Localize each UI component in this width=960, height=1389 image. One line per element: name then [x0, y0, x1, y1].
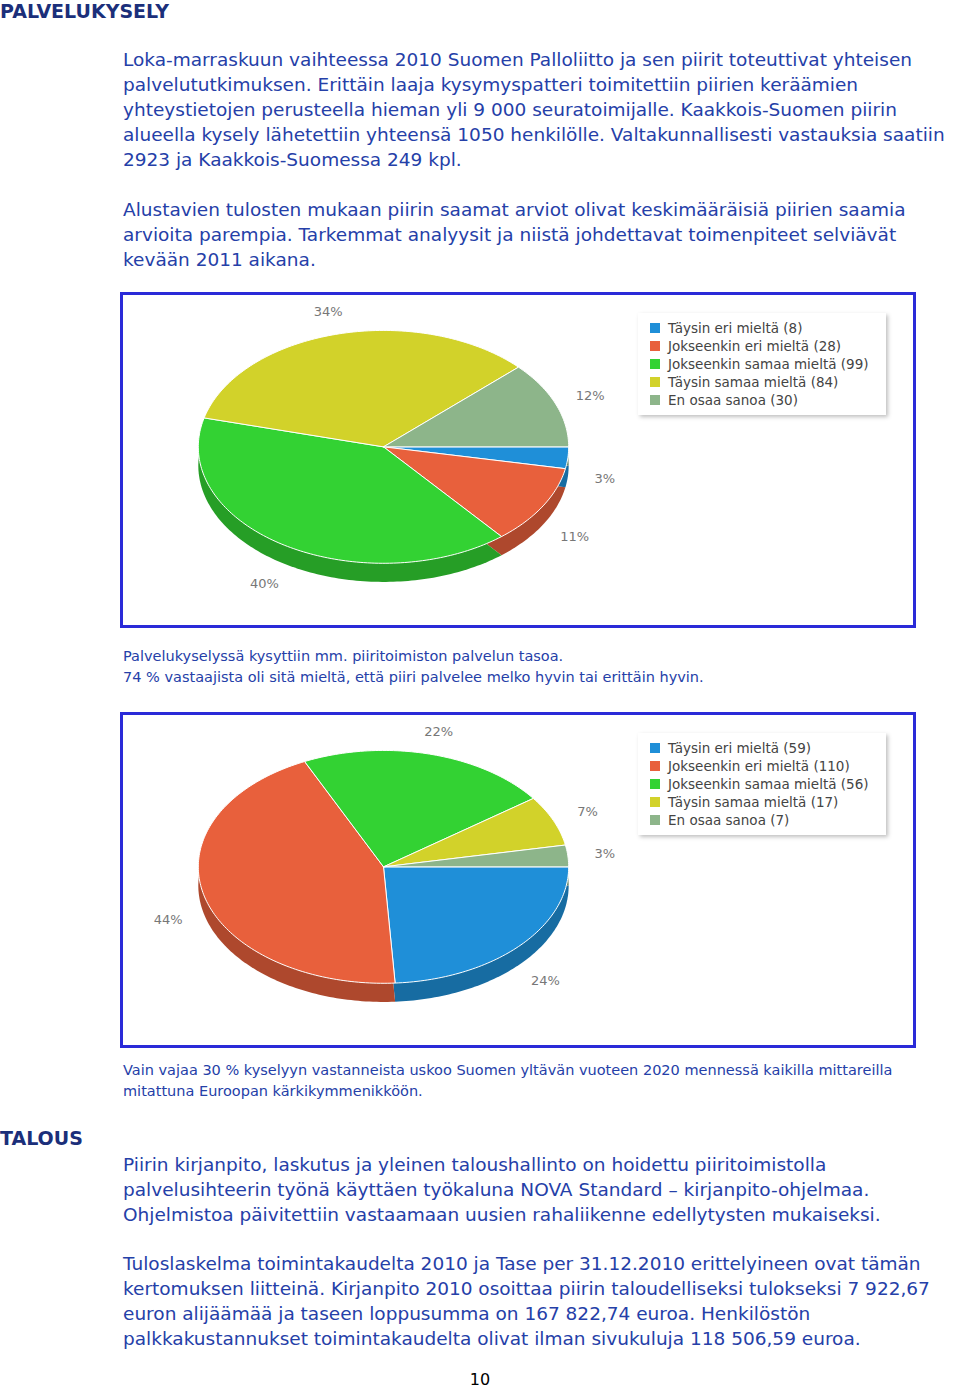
html-text:Alustavien tulosten mukaan pii: Alustavien tulosten mukaan piirin saamat…	[123, 199, 906, 270]
html-text:Jokseenkin samaa mieltä (56): Jokseenkin samaa mieltä (56)	[668, 776, 869, 792]
html-text:Vain vajaa 30 % kyselyyn vasta: Vain vajaa 30 % kyselyyn vastanneista us…	[123, 1062, 893, 1099]
html-text:Täysin samaa mieltä (84): Täysin samaa mieltä (84)	[668, 374, 839, 390]
html-text:10: 10	[469, 1370, 491, 1389]
html-text:Loka-marraskuun vaihteessa 201: Loka-marraskuun vaihteessa 2010 Suomen P…	[123, 49, 945, 170]
html-text:PALVELUKYSELY: PALVELUKYSELY	[0, 0, 169, 22]
html-text:TALOUS: TALOUS	[0, 1127, 83, 1149]
html-text:Täysin samaa mieltä (17): Täysin samaa mieltä (17)	[668, 794, 839, 810]
html-text:74 % vastaajista oli sitä miel: 74 % vastaajista oli sitä mieltä, että p…	[123, 669, 704, 685]
html-text:En osaa sanoa (30): En osaa sanoa (30)	[668, 392, 798, 408]
html-text:Täysin eri mieltä (59): Täysin eri mieltä (59)	[668, 740, 811, 756]
svg-text:44%: 44%	[154, 912, 183, 927]
html-text:En osaa sanoa (7): En osaa sanoa (7)	[668, 812, 790, 828]
html-text:Jokseenkin samaa mieltä (99): Jokseenkin samaa mieltä (99)	[668, 356, 869, 372]
svg-text:7%: 7%	[577, 804, 598, 819]
svg-text:3%: 3%	[594, 846, 615, 861]
html-text:Jokseenkin eri mieltä (28): Jokseenkin eri mieltä (28)	[668, 338, 842, 354]
html-text:Tuloslaskelma toimintakaudelta: Tuloslaskelma toimintakaudelta 2010 ja T…	[123, 1253, 930, 1349]
svg-text:24%: 24%	[531, 973, 560, 988]
svg-text:12%: 12%	[576, 388, 605, 403]
svg-text:22%: 22%	[424, 724, 453, 739]
svg-text:3%: 3%	[594, 471, 615, 486]
html-text:Täysin eri mieltä (8): Täysin eri mieltä (8)	[668, 320, 803, 336]
html-text:Piirin kirjanpito, laskutus ja: Piirin kirjanpito, laskutus ja yleinen t…	[123, 1154, 881, 1225]
svg-text:34%: 34%	[314, 304, 343, 319]
svg-text:11%: 11%	[560, 529, 589, 544]
html-text:Jokseenkin eri mieltä (110): Jokseenkin eri mieltä (110)	[668, 758, 850, 774]
svg-text:40%: 40%	[250, 576, 279, 591]
html-text:Palvelukyselyssä kysyttiin mm.: Palvelukyselyssä kysyttiin mm. piiritoim…	[123, 648, 564, 664]
